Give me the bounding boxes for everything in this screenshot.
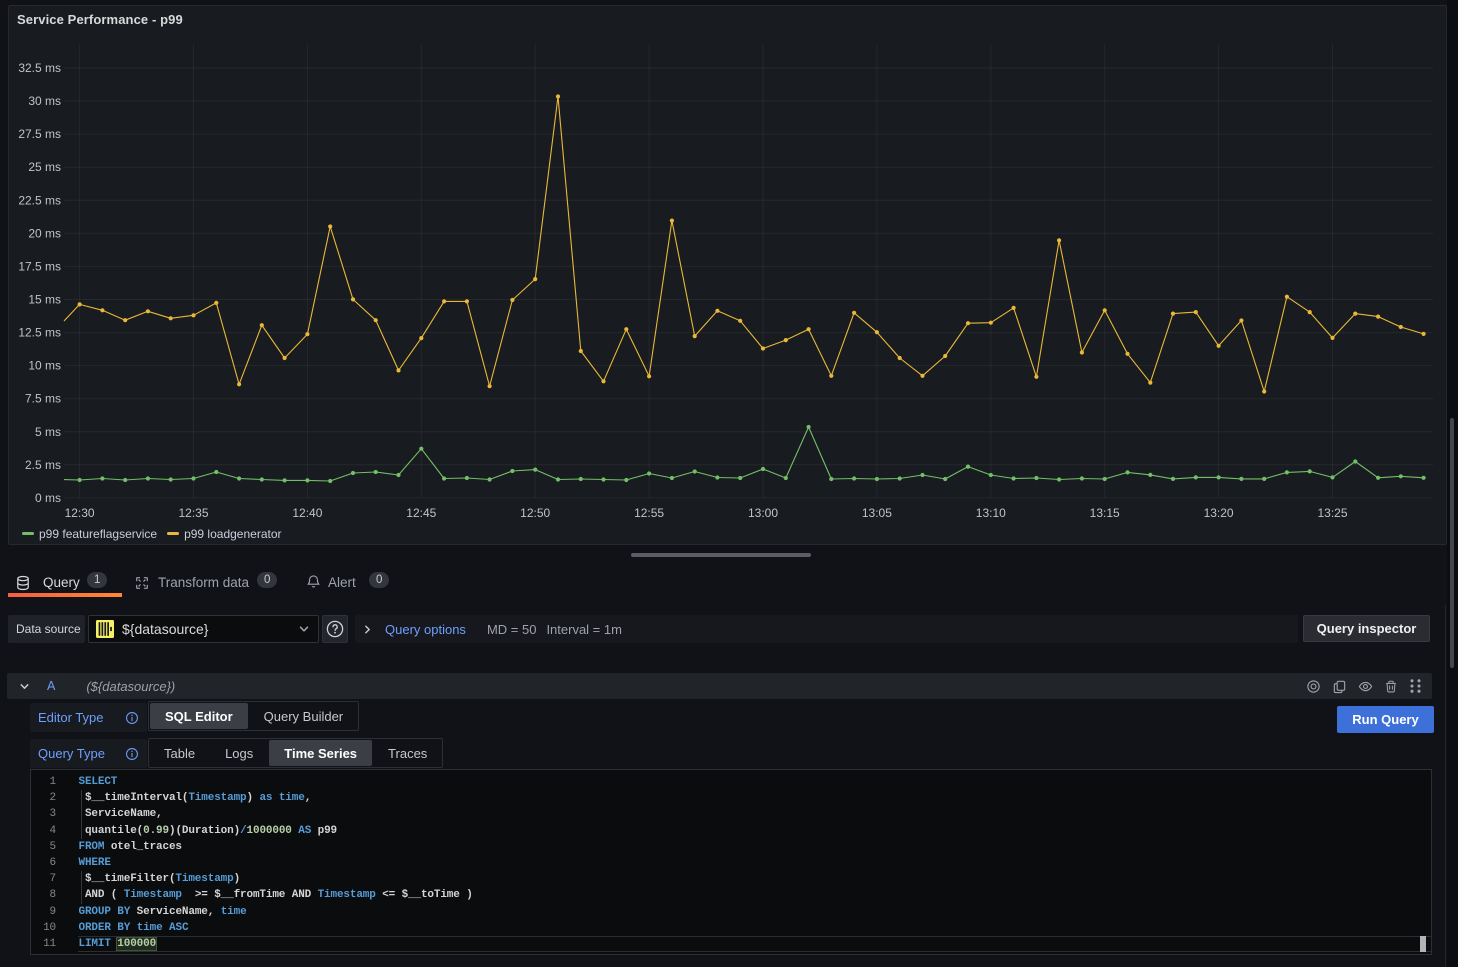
svg-text:13:10: 13:10 bbox=[976, 506, 1006, 520]
svg-text:2.5 ms: 2.5 ms bbox=[25, 458, 61, 472]
svg-text:12:45: 12:45 bbox=[406, 506, 436, 520]
svg-text:25 ms: 25 ms bbox=[28, 160, 61, 174]
svg-text:12.5 ms: 12.5 ms bbox=[18, 326, 61, 340]
svg-text:32.5 ms: 32.5 ms bbox=[18, 61, 61, 75]
svg-text:0 ms: 0 ms bbox=[35, 491, 61, 505]
svg-text:22.5 ms: 22.5 ms bbox=[18, 193, 61, 207]
svg-text:13:05: 13:05 bbox=[862, 506, 892, 520]
svg-text:7.5 ms: 7.5 ms bbox=[25, 392, 61, 406]
svg-text:13:15: 13:15 bbox=[1090, 506, 1120, 520]
svg-text:17.5 ms: 17.5 ms bbox=[18, 259, 61, 273]
svg-text:20 ms: 20 ms bbox=[28, 226, 61, 240]
svg-text:15 ms: 15 ms bbox=[28, 293, 61, 307]
svg-text:30 ms: 30 ms bbox=[28, 94, 61, 108]
svg-text:5 ms: 5 ms bbox=[35, 425, 61, 439]
svg-text:13:25: 13:25 bbox=[1317, 506, 1347, 520]
svg-text:12:50: 12:50 bbox=[520, 506, 550, 520]
svg-text:12:35: 12:35 bbox=[178, 506, 208, 520]
svg-text:27.5 ms: 27.5 ms bbox=[18, 127, 61, 141]
svg-text:12:55: 12:55 bbox=[634, 506, 664, 520]
svg-text:13:20: 13:20 bbox=[1204, 506, 1234, 520]
svg-text:10 ms: 10 ms bbox=[28, 359, 61, 373]
svg-text:12:30: 12:30 bbox=[65, 506, 95, 520]
svg-text:12:40: 12:40 bbox=[292, 506, 322, 520]
svg-text:13:00: 13:00 bbox=[748, 506, 778, 520]
